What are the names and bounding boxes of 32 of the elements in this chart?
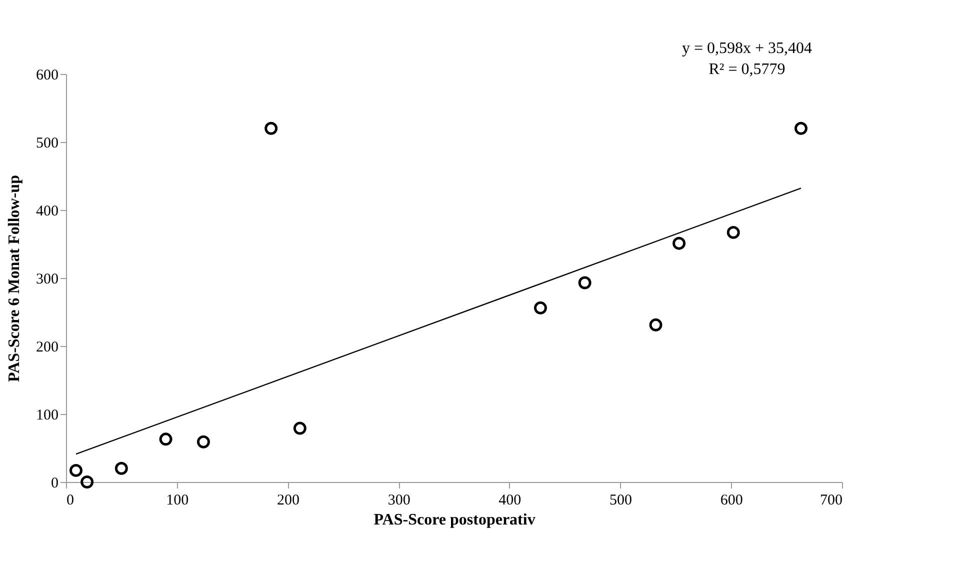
point [80,476,94,488]
x-tick-label: 0 [66,492,74,508]
point [794,122,808,135]
annotation: R² = 0,5779 [708,61,786,78]
x-tick-label: 700 [820,492,842,508]
x-tick-label: 300 [388,492,410,508]
y-tick-label: 0 [51,476,58,492]
point [672,236,686,250]
point [69,464,82,477]
y-tick-label: 200 [36,340,58,356]
x-tick-label: 500 [610,492,632,508]
x-tick-label: 200 [276,492,300,508]
y-axis-title: PAS-Score 6 Monat Follow-up [6,174,23,382]
point [726,226,740,239]
point [159,432,172,446]
y-tick-label: 300 [36,272,58,288]
y-tick-label: 600 [36,68,58,84]
x-tick-label: 400 [498,492,522,508]
point [114,462,128,475]
point [293,422,306,435]
point [649,318,662,332]
text: y = 0,598x + 35,404 [682,40,812,57]
x-tick-label: 100 [166,492,189,508]
point [196,435,210,448]
point [578,276,592,290]
y-tick-label: 500 [36,136,58,152]
y-tick-label: 100 [36,408,58,424]
x-axis-title: PAS-Score postoperativ [374,512,536,528]
point [264,122,278,135]
x-tick-label: 600 [720,492,743,508]
y-tick-label: 400 [36,204,58,220]
point [534,301,547,314]
